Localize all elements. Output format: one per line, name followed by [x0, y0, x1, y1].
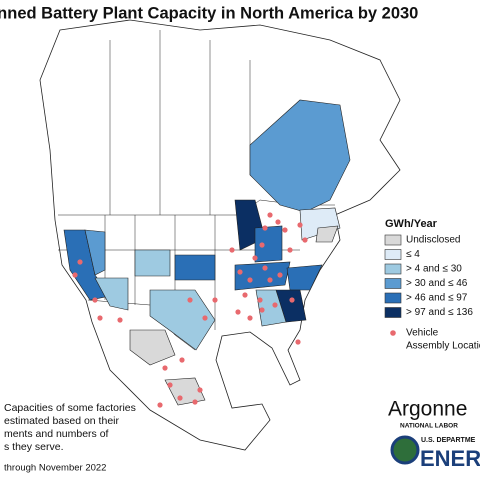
- vehicle-dot: [247, 315, 253, 321]
- legend-label: ≤ 4: [406, 249, 420, 260]
- footnote-line: Capacities of some factories: [4, 402, 136, 414]
- doe-logo: ENER: [420, 446, 480, 471]
- vehicle-dot: [295, 339, 301, 345]
- vehicle-dot: [275, 219, 281, 225]
- vehicle-dot: [179, 357, 185, 363]
- doe-subtitle: U.S. DEPARTME: [421, 437, 476, 444]
- legend-label: Vehicle: [406, 328, 439, 339]
- legend-label: > 4 and ≤ 30: [406, 264, 462, 275]
- vehicle-dot: [267, 277, 273, 283]
- vehicle-dot: [262, 265, 268, 271]
- vehicle-dot: [277, 272, 283, 278]
- vehicle-dot: [157, 402, 163, 408]
- legend-swatch: [384, 278, 402, 289]
- footnote-line: estimated based on their: [4, 415, 119, 427]
- ohio-indiana: [254, 225, 283, 263]
- footnote: Capacities of some factories estimated b…: [4, 402, 136, 453]
- argonne-logo: Argonne: [388, 398, 467, 421]
- legend-label: > 97 and ≤ 136: [406, 307, 473, 318]
- legend-swatch: [384, 263, 402, 275]
- vehicle-dot: [177, 395, 183, 401]
- kentucky-tennessee: [234, 261, 291, 291]
- alabama: [255, 289, 287, 327]
- arizona: [94, 277, 129, 311]
- vehicle-dot: [197, 387, 203, 393]
- vehicle-dot: [162, 365, 168, 371]
- footnote-line: ments and numbers of: [4, 428, 109, 440]
- vehicle-dot: [92, 297, 98, 303]
- colorado: [134, 249, 171, 277]
- legend: GWh/Year Undisclosed ≤ 4 > 4 and ≤ 30 > 30 …: [384, 218, 480, 352]
- new-england: [299, 207, 341, 241]
- vehicle-dot: [252, 255, 258, 261]
- vehicle-dot: [229, 247, 235, 253]
- vehicle-dot: [272, 302, 278, 308]
- vehicle-dot: [302, 237, 308, 243]
- legend-swatch: [384, 234, 402, 246]
- vehicle-dot: [262, 225, 268, 231]
- vehicle-dot: [72, 272, 78, 278]
- legend-swatch: [384, 307, 402, 318]
- vehicle-dot: [287, 247, 293, 253]
- legend-label: Assembly Locatio: [406, 341, 480, 352]
- legend-label: > 46 and ≤ 97: [406, 293, 468, 304]
- doe-seal: [390, 435, 420, 465]
- province-lines: [109, 30, 251, 215]
- vehicle-locations: [72, 212, 308, 408]
- vehicle-dot: [187, 297, 193, 303]
- legend-label: Undisclosed: [406, 235, 460, 246]
- carolinas: [286, 264, 323, 291]
- vehicle-dot: [257, 297, 263, 303]
- northeast-undisclosed: [315, 225, 339, 243]
- vehicle-dot: [289, 297, 295, 303]
- vehicle-dot: [192, 399, 198, 405]
- kansas: [174, 254, 216, 281]
- quebec-ontario: [249, 99, 351, 213]
- vehicle-dot: [247, 277, 253, 283]
- regions: [63, 99, 351, 406]
- vehicle-dot: [259, 242, 265, 248]
- legend-label: > 30 and ≤ 46: [406, 278, 468, 289]
- legend-dot: [390, 330, 396, 336]
- mexico-central: [164, 377, 206, 406]
- vehicle-dot: [259, 307, 265, 313]
- vehicle-dot: [267, 212, 273, 218]
- mexico-north: [129, 329, 176, 366]
- vehicle-dot: [117, 317, 123, 323]
- vehicle-dot: [167, 382, 173, 388]
- nevada: [84, 229, 106, 276]
- legend-title: GWh/Year: [385, 218, 438, 230]
- vehicle-dot: [235, 309, 241, 315]
- vehicle-dot: [212, 297, 218, 303]
- legend-swatch: [384, 292, 402, 304]
- map-title: anned Battery Plant Capacity in North Am…: [0, 4, 418, 22]
- vehicle-dot: [202, 315, 208, 321]
- vehicle-dot: [237, 269, 243, 275]
- vehicle-dot: [97, 315, 103, 321]
- texas: [149, 289, 216, 351]
- vehicle-dot: [77, 259, 83, 265]
- date-note: through November 2022: [4, 463, 106, 474]
- footnote-line: s they serve.: [4, 441, 64, 453]
- vehicle-dot: [297, 222, 303, 228]
- vehicle-dot: [242, 292, 248, 298]
- argonne-subtitle: NATIONAL LABOR: [400, 423, 458, 430]
- legend-swatch: [384, 249, 402, 260]
- vehicle-dot: [282, 227, 288, 233]
